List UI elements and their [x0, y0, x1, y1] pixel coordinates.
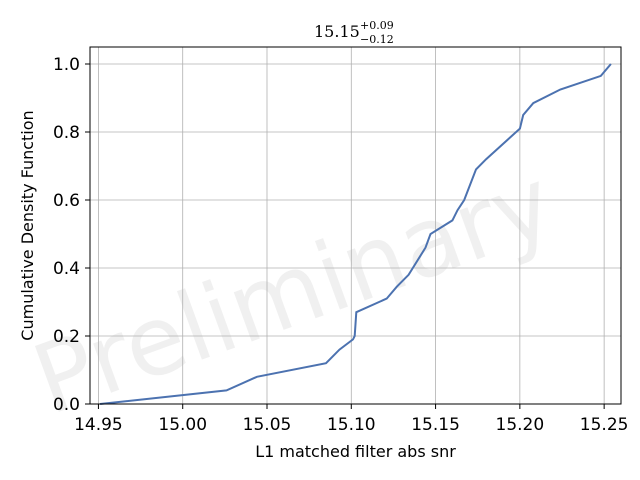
x-tick-label: 15.25 [580, 415, 629, 435]
y-axis-label: Cumulative Density Function [18, 110, 37, 340]
x-tick-label: 15.10 [327, 415, 376, 435]
x-tick-label: 15.15 [411, 415, 460, 435]
cdf-line [99, 63, 612, 405]
x-axis-label: L1 matched filter abs snr [255, 442, 456, 461]
y-tick-label: 0.8 [53, 123, 80, 143]
plot-frame [89, 46, 622, 405]
x-tick-label: 15.20 [496, 415, 545, 435]
x-tick-label: 14.95 [74, 415, 123, 435]
y-tick-label: 0.4 [53, 259, 80, 279]
x-tick-label: 15.00 [158, 415, 207, 435]
x-axis-ticks: 14.95 15.00 15.05 15.10 15.15 15.20 15.25 [74, 404, 628, 435]
y-tick-label: 0.6 [53, 191, 80, 211]
title-value: 15.15 [314, 22, 360, 41]
title-lower-error: −0.12 [360, 33, 394, 46]
y-axis-ticks: 0.0 0.2 0.4 0.6 0.8 1.0 [53, 55, 90, 415]
title-upper-error: +0.09 [360, 19, 394, 32]
y-tick-label: 0.2 [53, 327, 80, 347]
y-tick-label: 0.0 [53, 395, 80, 415]
y-tick-label: 1.0 [53, 55, 80, 75]
x-tick-label: 15.05 [243, 415, 292, 435]
watermark: Preliminary [20, 146, 568, 437]
title: 15.15 +0.09 −0.12 [314, 19, 394, 46]
